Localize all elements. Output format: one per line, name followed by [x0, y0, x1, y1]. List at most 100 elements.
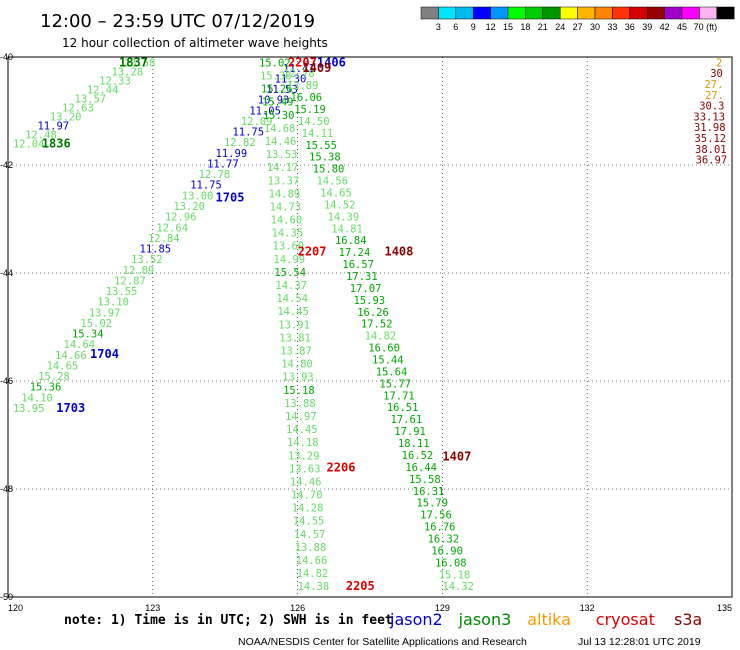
colorbar-label: 30	[590, 22, 600, 32]
wave-height-label: 14.65	[47, 360, 79, 372]
pass-time-label: 1408	[384, 244, 413, 258]
colorbar-swatch	[646, 6, 665, 20]
wave-height-label: 15.64	[376, 366, 408, 378]
wave-height-label: 14.57	[294, 529, 326, 541]
colorbar-swatch	[594, 6, 613, 20]
wave-height-label: 14.52	[324, 199, 356, 211]
wave-height-label: 14.54	[276, 293, 308, 305]
wave-height-label: 12.09	[241, 116, 273, 128]
track-asc-middle: 11.4111.3011.5310.9311.0512.0911.7512.82…	[13, 63, 315, 415]
wave-height-label: 11.05	[249, 105, 281, 117]
colorbar-label: 6	[453, 22, 458, 32]
wave-height-label: 14.45	[277, 306, 309, 318]
track-desc-2: 14.3215.1816.0816.9016.3216.7617.5615.79…	[283, 55, 474, 593]
colorbar-label: 27	[573, 22, 583, 32]
wave-height-label: 11.30	[275, 73, 307, 85]
satellite-legend-jason3: jason3	[458, 610, 512, 629]
wave-height-label: 14.80	[281, 359, 313, 371]
colorbar-label: 3	[436, 22, 441, 32]
wave-height-label: 15.93	[353, 295, 385, 307]
wave-height-label: 11.77	[207, 158, 239, 170]
wave-height-label: 14.46	[290, 476, 322, 488]
wave-height-label: 15.80	[313, 164, 345, 176]
wave-height-label: 14.81	[331, 223, 363, 235]
wave-height-label: 30.3	[699, 101, 724, 113]
wave-height-label: 15.19	[294, 104, 326, 116]
wave-height-label: 16.51	[387, 402, 419, 414]
wave-height-label: 11.97	[37, 120, 69, 132]
pass-time-label: 1407	[442, 450, 471, 464]
latitude-tick-label: -46	[0, 376, 13, 386]
pass-time-label: 2206	[327, 460, 356, 474]
wave-height-label: 13.10	[97, 297, 129, 309]
wave-height-label: 13.87	[280, 345, 312, 357]
wave-height-label: 15.38	[309, 152, 341, 164]
wave-height-label: 13.93	[282, 372, 314, 384]
wave-height-label: 10.93	[258, 95, 290, 107]
colorbar-swatch	[420, 6, 439, 20]
satellite-legend-jason2: jason2	[389, 610, 443, 629]
latitude-tick-label: -44	[0, 268, 13, 278]
wave-height-label: 16.76	[424, 522, 456, 534]
wave-height-label: 13.57	[75, 93, 107, 105]
wave-height-label: 11.75	[190, 180, 222, 192]
wave-height-label: 17.24	[339, 247, 371, 259]
wave-height-label: 15.02	[80, 318, 112, 330]
wave-height-label: 13.53	[266, 149, 298, 161]
colorbar-swatch	[559, 6, 578, 20]
wave-height-label: 12.78	[199, 169, 231, 181]
wave-height-label: 2	[716, 57, 722, 69]
wave-height-label: 11.99	[216, 148, 248, 160]
wave-height-label: 14.89	[269, 188, 301, 200]
wave-height-label: 11.85	[140, 244, 172, 256]
wave-height-label: 12.63	[62, 102, 94, 114]
wave-height-label: 13.88	[284, 398, 316, 410]
wave-height-label: 14.17	[267, 162, 299, 174]
wave-height-label: 15.49	[262, 97, 294, 109]
wave-height-label: 17.71	[383, 390, 415, 402]
wave-height-label: 15.18	[439, 569, 471, 581]
wave-height-label: 13.63	[289, 463, 321, 475]
wave-height-label: 36.97	[696, 155, 728, 167]
wave-height-label: 12.64	[156, 222, 188, 234]
track-asc-west: 13.5813.2812.3312.4413.5712.6313.2011.97…	[13, 55, 156, 150]
satellite-tracks: 13.5813.2812.3312.4413.5712.6313.2011.97…	[13, 55, 727, 593]
pass-time-label: 1409	[302, 61, 331, 75]
satellite-legend-cryosat: cryosat	[596, 610, 655, 629]
latitude-tick-label: -40	[0, 52, 13, 62]
wave-height-label: 13.97	[89, 307, 121, 319]
wave-height-label: 14.39	[328, 211, 360, 223]
lat-lon-grid	[7, 56, 733, 598]
wave-height-label: 14.82	[297, 568, 329, 580]
credit-text: NOAA/NESDIS Center for Satellite Applica…	[238, 636, 527, 648]
longitude-tick-label: 129	[435, 603, 450, 613]
colorbar-swatch	[699, 6, 718, 20]
wave-height-label: 15.55	[305, 140, 337, 152]
wave-height-label: 14.35	[272, 228, 304, 240]
wave-height-label: 14.10	[21, 392, 53, 404]
colorbar-swatch	[490, 6, 509, 20]
satellite-legend-altika: altika	[527, 610, 571, 629]
colorbar-swatch	[612, 6, 631, 20]
latitude-tick-label: -48	[0, 484, 13, 494]
colorbar-label: 12	[486, 22, 496, 32]
map-title: 12:00 – 23:59 UTC 07/12/2019	[40, 11, 315, 32]
wave-height-label: 14.99	[273, 254, 305, 266]
wave-height-label: 12.48	[25, 129, 57, 141]
wave-height-label: 13.95	[13, 403, 45, 415]
wave-height-label: 15.18	[283, 385, 315, 397]
wave-height-label: 14.38	[298, 581, 330, 593]
wave-height-label: 16.32	[428, 533, 460, 545]
wave-height-label: 13.58	[124, 57, 156, 69]
wave-height-label: 13.28	[112, 66, 144, 78]
wave-height-label: 13.60	[273, 241, 305, 253]
wave-height-label: 12.04	[13, 138, 45, 150]
wave-height-label: 17.07	[350, 283, 382, 295]
wave-height-label: 15.28	[38, 371, 70, 383]
pass-time-label: 1705	[216, 190, 245, 204]
wave-height-label: 38.01	[695, 144, 727, 156]
colorbar-label: 36	[625, 22, 635, 32]
longitude-tick-label: 132	[580, 603, 595, 613]
latitude-tick-labels: -40 -42 -44 -46 -48 -50	[0, 52, 13, 602]
